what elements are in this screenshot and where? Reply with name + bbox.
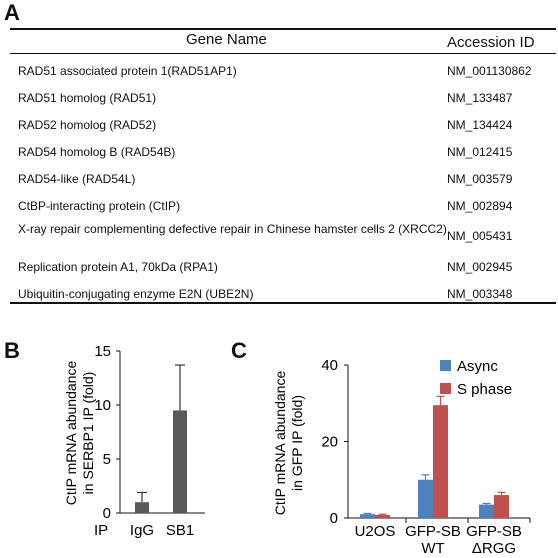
x-tick-label: IgG [130, 522, 154, 539]
table-header-rule [10, 53, 556, 54]
gene-name-cell: RAD52 homolog (RAD52) [18, 118, 157, 132]
x-tick-label-line2: ΔRGG [472, 540, 516, 557]
y-tick-label: 5 [103, 451, 111, 468]
y-axis-label: CtIP mRNA abundancein SERBP1 IP (fold) [63, 361, 96, 506]
accession-cell: NM_003579 [447, 172, 513, 186]
accession-cell: NM_012415 [447, 145, 513, 159]
accession-cell: NM_002945 [447, 260, 513, 274]
header-gene-name: Gene Name [186, 31, 267, 48]
x-tick-label: GFP-SB [405, 523, 461, 540]
y-axis-label-line: CtIP mRNA abundance [272, 371, 288, 516]
table-top-rule [10, 28, 556, 30]
ip-row-label: IP [94, 522, 108, 539]
bar-async [360, 514, 375, 518]
accession-cell: NM_001130862 [447, 64, 532, 78]
header-accession-id: Accession ID [447, 34, 535, 51]
panel-label-c: C [231, 338, 247, 363]
bar-async [479, 504, 494, 518]
legend-label: Async [457, 358, 498, 375]
gene-name-cell: RAD51 homolog (RAD51) [18, 91, 157, 105]
legend-swatch [440, 383, 451, 394]
y-tick-label: 0 [103, 505, 111, 522]
gene-name-cell: X-ray repair complementing defective rep… [18, 222, 447, 236]
accession-cell: NM_003348 [447, 287, 513, 301]
y-axis-label-line: in GFP IP (fold) [289, 395, 305, 491]
table-bottom-rule [10, 302, 556, 304]
bar-s-phase [433, 405, 448, 518]
panel-label-b: B [4, 338, 20, 363]
bar-s-phase [375, 514, 390, 518]
accession-cell: NM_133487 [447, 91, 513, 105]
panel-label-a: A [4, 0, 20, 25]
bar-sb1 [173, 410, 187, 513]
y-tick-label: 15 [94, 343, 111, 360]
gene-name-cell: Ubiquitin-conjugating enzyme E2N (UBE2N) [18, 287, 254, 301]
bar-igg [135, 502, 149, 513]
legend-swatch [440, 360, 451, 371]
accession-cell: NM_002894 [447, 199, 513, 213]
gene-name-cell: Replication protein A1, 70kDa (RPA1) [18, 260, 218, 274]
y-tick-label: 10 [94, 397, 111, 414]
gene-name-cell: CtBP-interacting protein (CtIP) [18, 199, 181, 213]
legend-label: S phase [457, 381, 512, 398]
chart-c: 0 20 40 CtIP mRNA abundancein GFP IP (fold)… [272, 357, 531, 557]
accession-cell: NM_134424 [447, 118, 513, 132]
x-tick-label: U2OS [355, 523, 396, 540]
accession-cell: NM_005431 [447, 229, 513, 243]
y-axis-label: CtIP mRNA abundancein GFP IP (fold) [272, 371, 305, 516]
x-tick-label-line2: WT [421, 540, 444, 557]
gene-name-cell: RAD51 associated protein 1(RAD51AP1) [18, 64, 237, 78]
gene-name-cell: RAD54 homolog B (RAD54B) [18, 145, 176, 159]
y-axis-label-line: in SERBP1 IP (fold) [80, 372, 96, 495]
gene-name-cell: RAD54-like (RAD54L) [18, 172, 136, 186]
bar-s-phase [494, 495, 509, 518]
x-tick-label: SB1 [166, 522, 194, 539]
y-axis-label-line: CtIP mRNA abundance [63, 361, 79, 506]
x-tick-label: GFP-SB [466, 523, 522, 540]
bar-async [418, 479, 433, 518]
y-tick-label: 40 [321, 357, 338, 374]
y-tick-label: 20 [321, 434, 338, 451]
y-tick-label: 0 [330, 510, 338, 527]
